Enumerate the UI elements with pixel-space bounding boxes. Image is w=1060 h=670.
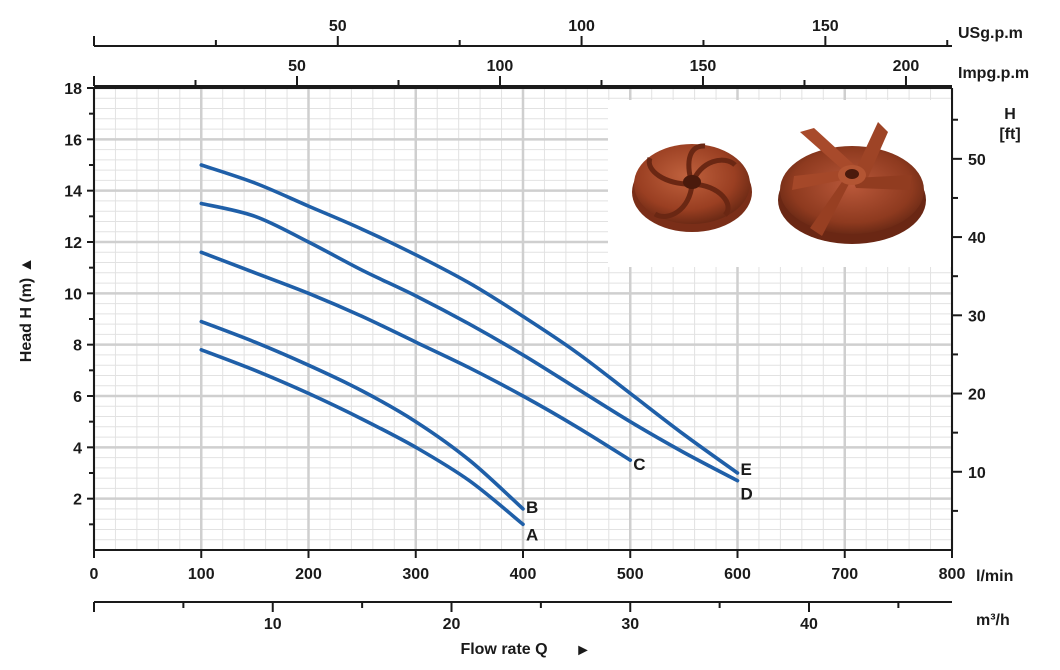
y-tick-label: 10	[64, 286, 82, 303]
y-axis-title: Head H (m)	[18, 278, 35, 362]
x-secondary-tick-label: 100	[568, 18, 595, 35]
impeller-right-icon	[778, 122, 926, 244]
y-tick-label: 6	[73, 389, 82, 406]
x-secondary-tick-label: 50	[288, 58, 306, 75]
series-line-b	[199, 319, 525, 511]
y-right-tick-label: 50	[968, 152, 986, 169]
y-tick-label: 18	[64, 81, 82, 98]
x-secondary-tick-label: 100	[487, 58, 514, 75]
y-tick-label: 4	[73, 440, 82, 457]
y-tick-label: 14	[64, 184, 82, 201]
x-secondary-tick-label: 20	[443, 616, 461, 633]
y-right-tick-label: 40	[968, 230, 986, 247]
impeller-photo	[608, 100, 952, 267]
y-right-label-ft: [ft]	[999, 126, 1020, 143]
series-label-b: B	[526, 498, 538, 517]
impeller-left-icon	[632, 143, 752, 232]
x-tick-label: 100	[188, 566, 215, 583]
x-tick-label: 600	[724, 566, 751, 583]
x-secondary-tick-label: 40	[800, 616, 818, 633]
x-axis-unit-usgpm: USg.p.m	[958, 25, 1023, 42]
x-tick-label: 800	[939, 566, 966, 583]
x-secondary-tick-label: 150	[812, 18, 839, 35]
x-secondary-tick-label: 10	[264, 616, 282, 633]
x-axis-unit-impgpm: Impg.p.m	[958, 65, 1029, 82]
y-tick-label: 12	[64, 235, 82, 252]
x-secondary-tick-label: 150	[690, 58, 717, 75]
x-axis-title: Flow rate Q	[460, 641, 547, 658]
x-tick-label: 0	[90, 566, 99, 583]
axes: 0 100 200 300 400 500 600 700 800 2 4 6 8 10 12 14 16 18 1…	[64, 18, 986, 633]
x-axis-unit-m3h: m³/h	[976, 612, 1010, 629]
series: AB C DE	[199, 163, 753, 544]
series-line-c	[199, 250, 633, 462]
x-secondary-tick-label: 30	[621, 616, 639, 633]
x-axis-arrow-icon: ►	[575, 642, 591, 659]
y-tick-label: 2	[73, 492, 82, 509]
y-right-tick-label: 30	[968, 308, 986, 325]
x-axis-unit-lmin: l/min	[976, 568, 1013, 585]
y-right-tick-label: 20	[968, 387, 986, 404]
y-axis-arrow-icon: ▲	[18, 257, 35, 273]
x-tick-label: 400	[510, 566, 537, 583]
x-tick-label: 500	[617, 566, 644, 583]
x-tick-label: 700	[831, 566, 858, 583]
y-right-label-h: H	[1004, 106, 1016, 123]
y-tick-label: 8	[73, 338, 82, 355]
x-secondary-tick-label: 200	[893, 58, 920, 75]
y-tick-label: 16	[64, 132, 82, 149]
x-secondary-tick-label: 50	[329, 18, 347, 35]
series-line-e	[199, 163, 740, 475]
series-label-e: E	[741, 460, 752, 479]
series-line-a	[199, 348, 525, 527]
series-label-d: D	[741, 485, 753, 504]
series-label-c: C	[633, 455, 645, 474]
grid	[92, 86, 954, 551]
series-line-d	[199, 201, 740, 483]
x-tick-label: 300	[402, 566, 429, 583]
y-right-tick-label: 10	[968, 465, 986, 482]
x-tick-label: 200	[295, 566, 322, 583]
series-label-a: A	[526, 525, 538, 544]
